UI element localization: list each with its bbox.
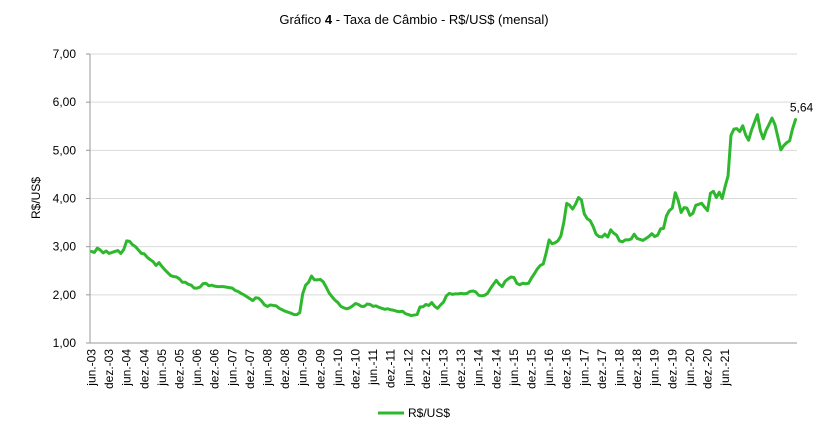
- y-tick-label: 2,00: [53, 288, 77, 302]
- y-tick-labels: 1,00 2,00 3,00 4,00 5,00 6,00 7,00: [53, 47, 90, 350]
- series-line-brl-usd: [89, 113, 798, 318]
- x-tick-label: jun.-16: [542, 349, 556, 387]
- x-tick-label: jun.-12: [401, 349, 415, 387]
- x-tick-label: dez.-14: [489, 349, 503, 389]
- y-tick-label: 3,00: [53, 240, 77, 254]
- x-tick-label: jun.-19: [648, 349, 662, 387]
- x-tick-label: jun.-14: [472, 349, 486, 387]
- y-tick-label: 6,00: [53, 95, 77, 109]
- x-tick-label: dez.-11: [384, 349, 398, 388]
- x-tick-label: jun.-07: [225, 349, 239, 387]
- x-tick-label: jun.-13: [437, 349, 451, 387]
- x-tick-label: jun.-20: [683, 349, 697, 387]
- x-tick-label: jun.-03: [84, 349, 98, 387]
- x-tick-label: dez.-06: [208, 349, 222, 389]
- x-tick-label: dez.-20: [701, 349, 715, 389]
- x-tick-label: jun.-17: [577, 349, 591, 387]
- x-tick-label: dez.-07: [243, 349, 257, 389]
- x-tick-labels: jun.-03 dez.-03 jun.-04 dez.-04 jun.-05 dez.-…: [84, 349, 732, 389]
- y-tick-label: 7,00: [53, 47, 77, 61]
- y-tick-label: 5,00: [53, 143, 77, 157]
- x-tick-label: dez.-12: [419, 349, 433, 389]
- x-tick-label: jun.-08: [260, 349, 274, 387]
- x-tick-label: dez.-17: [595, 349, 609, 389]
- x-tick-label: dez.-19: [665, 349, 679, 389]
- x-tick-label: dez.-05: [172, 349, 186, 389]
- x-tick-label: jun.-18: [613, 349, 627, 387]
- legend-label: R$/US$: [408, 406, 450, 420]
- end-value-label: 5,64: [790, 101, 814, 115]
- x-tick-label: jun.-05: [155, 349, 169, 387]
- chart-title: Gráfico 4 - Taxa de Câmbio - R$/US$ (men…: [279, 12, 548, 27]
- x-tick-label: jun.-06: [190, 349, 204, 387]
- x-tick-label: dez.-13: [454, 349, 468, 389]
- x-tick-label: dez.-16: [560, 349, 574, 389]
- y-tick-label: 1,00: [53, 336, 77, 350]
- x-tick-label: dez.-10: [348, 349, 362, 389]
- x-tick-label: dez.-04: [137, 349, 151, 389]
- y-gridlines: [90, 53, 797, 296]
- x-tick-label: jun.-21: [718, 349, 732, 387]
- y-axis-title: R$/US$: [29, 177, 43, 219]
- x-tick-label: dez.-18: [630, 349, 644, 389]
- x-tick-label: jun.-15: [507, 349, 521, 387]
- x-tick-label: dez.-08: [278, 349, 292, 389]
- legend: R$/US$: [378, 406, 450, 420]
- x-tick-label: jun.-11: [366, 349, 380, 386]
- y-tick-label: 4,00: [53, 192, 77, 206]
- x-tick-label: jun.-09: [296, 349, 310, 387]
- x-tick-label: jun.-10: [331, 349, 345, 387]
- x-tick-label: dez.-15: [525, 349, 539, 389]
- x-tick-label: dez.-09: [313, 349, 327, 389]
- x-tick-label: jun.-04: [120, 349, 134, 387]
- x-tick-label: dez.-03: [102, 349, 116, 389]
